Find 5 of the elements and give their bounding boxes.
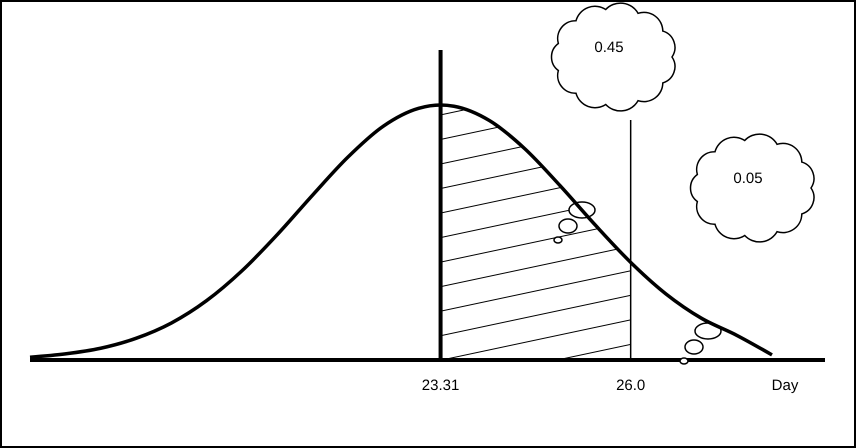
x-tick-label: 26.0 [616,377,646,394]
annotation: 0.05 [733,170,763,187]
x-axis-title: Day [772,377,799,394]
x-tick-label: 23.31 [422,377,460,394]
text: 0.45 [594,39,624,56]
